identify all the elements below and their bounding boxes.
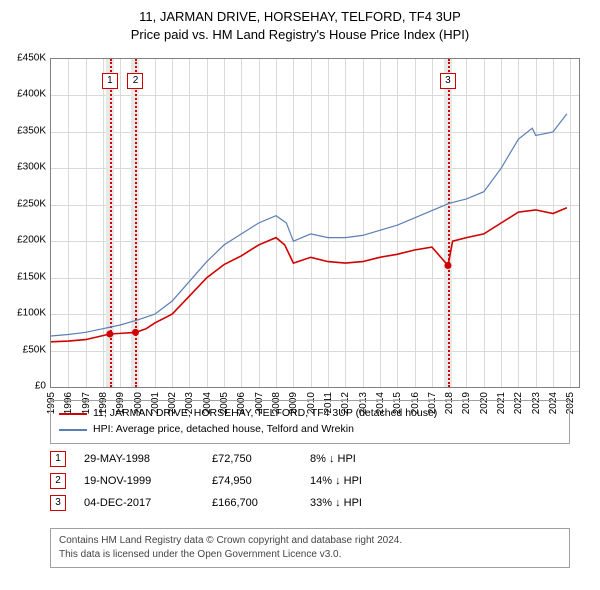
sales-row-date: 19-NOV-1999: [84, 475, 194, 487]
legend-row: 11, JARMAN DRIVE, HORSEHAY, TELFORD, TF4…: [59, 406, 561, 422]
y-tick-label: £150K: [17, 271, 46, 282]
sales-row: 3 04-DEC-2017 £166,700 33% ↓ HPI: [50, 492, 430, 514]
legend-swatch: [59, 429, 87, 431]
y-tick-label: £400K: [17, 89, 46, 100]
legend-label: HPI: Average price, detached house, Telf…: [93, 422, 354, 438]
line-series: [51, 59, 579, 387]
sales-row-date: 29-MAY-1998: [84, 453, 194, 465]
sales-row: 2 19-NOV-1999 £74,950 14% ↓ HPI: [50, 470, 430, 492]
footer-attribution: Contains HM Land Registry data © Crown c…: [50, 528, 570, 568]
y-tick-label: £250K: [17, 198, 46, 209]
sales-row-pct: 14% ↓ HPI: [310, 475, 430, 487]
y-tick-label: £450K: [17, 53, 46, 64]
sales-row-price: £166,700: [212, 497, 292, 509]
sales-row-date: 04-DEC-2017: [84, 497, 194, 509]
plot-area: 123: [50, 58, 580, 388]
title-line1: 11, JARMAN DRIVE, HORSEHAY, TELFORD, TF4…: [0, 8, 600, 26]
sales-row-num: 2: [50, 473, 66, 489]
chart-title: 11, JARMAN DRIVE, HORSEHAY, TELFORD, TF4…: [0, 0, 600, 43]
title-line2: Price paid vs. HM Land Registry's House …: [0, 26, 600, 44]
sales-row: 1 29-MAY-1998 £72,750 8% ↓ HPI: [50, 448, 430, 470]
y-tick-label: £300K: [17, 162, 46, 173]
footer-line2: This data is licensed under the Open Gov…: [59, 548, 561, 562]
sales-row-pct: 33% ↓ HPI: [310, 497, 430, 509]
legend-label: 11, JARMAN DRIVE, HORSEHAY, TELFORD, TF4…: [93, 406, 437, 422]
sales-row-num: 1: [50, 451, 66, 467]
legend-row: HPI: Average price, detached house, Telf…: [59, 422, 561, 438]
y-tick-label: £200K: [17, 235, 46, 246]
footer-line1: Contains HM Land Registry data © Crown c…: [59, 534, 561, 548]
sale-dot: [132, 329, 139, 336]
legend-swatch: [59, 413, 87, 415]
chart-area: £0£50K£100K£150K£200K£250K£300K£350K£400…: [50, 58, 580, 388]
sales-row-pct: 8% ↓ HPI: [310, 453, 430, 465]
y-tick-label: £0: [35, 381, 46, 392]
legend: 11, JARMAN DRIVE, HORSEHAY, TELFORD, TF4…: [50, 400, 570, 444]
y-tick-label: £50K: [23, 344, 46, 355]
sales-table: 1 29-MAY-1998 £72,750 8% ↓ HPI 2 19-NOV-1999 £…: [50, 448, 430, 514]
sale-dot: [106, 330, 113, 337]
chart-container: 11, JARMAN DRIVE, HORSEHAY, TELFORD, TF4…: [0, 0, 600, 590]
sale-dot: [444, 262, 451, 269]
series-price_paid: [51, 208, 567, 342]
y-tick-label: £350K: [17, 125, 46, 136]
sales-row-price: £74,950: [212, 475, 292, 487]
sales-row-num: 3: [50, 495, 66, 511]
sales-row-price: £72,750: [212, 453, 292, 465]
series-hpi: [51, 114, 567, 336]
y-tick-label: £100K: [17, 308, 46, 319]
